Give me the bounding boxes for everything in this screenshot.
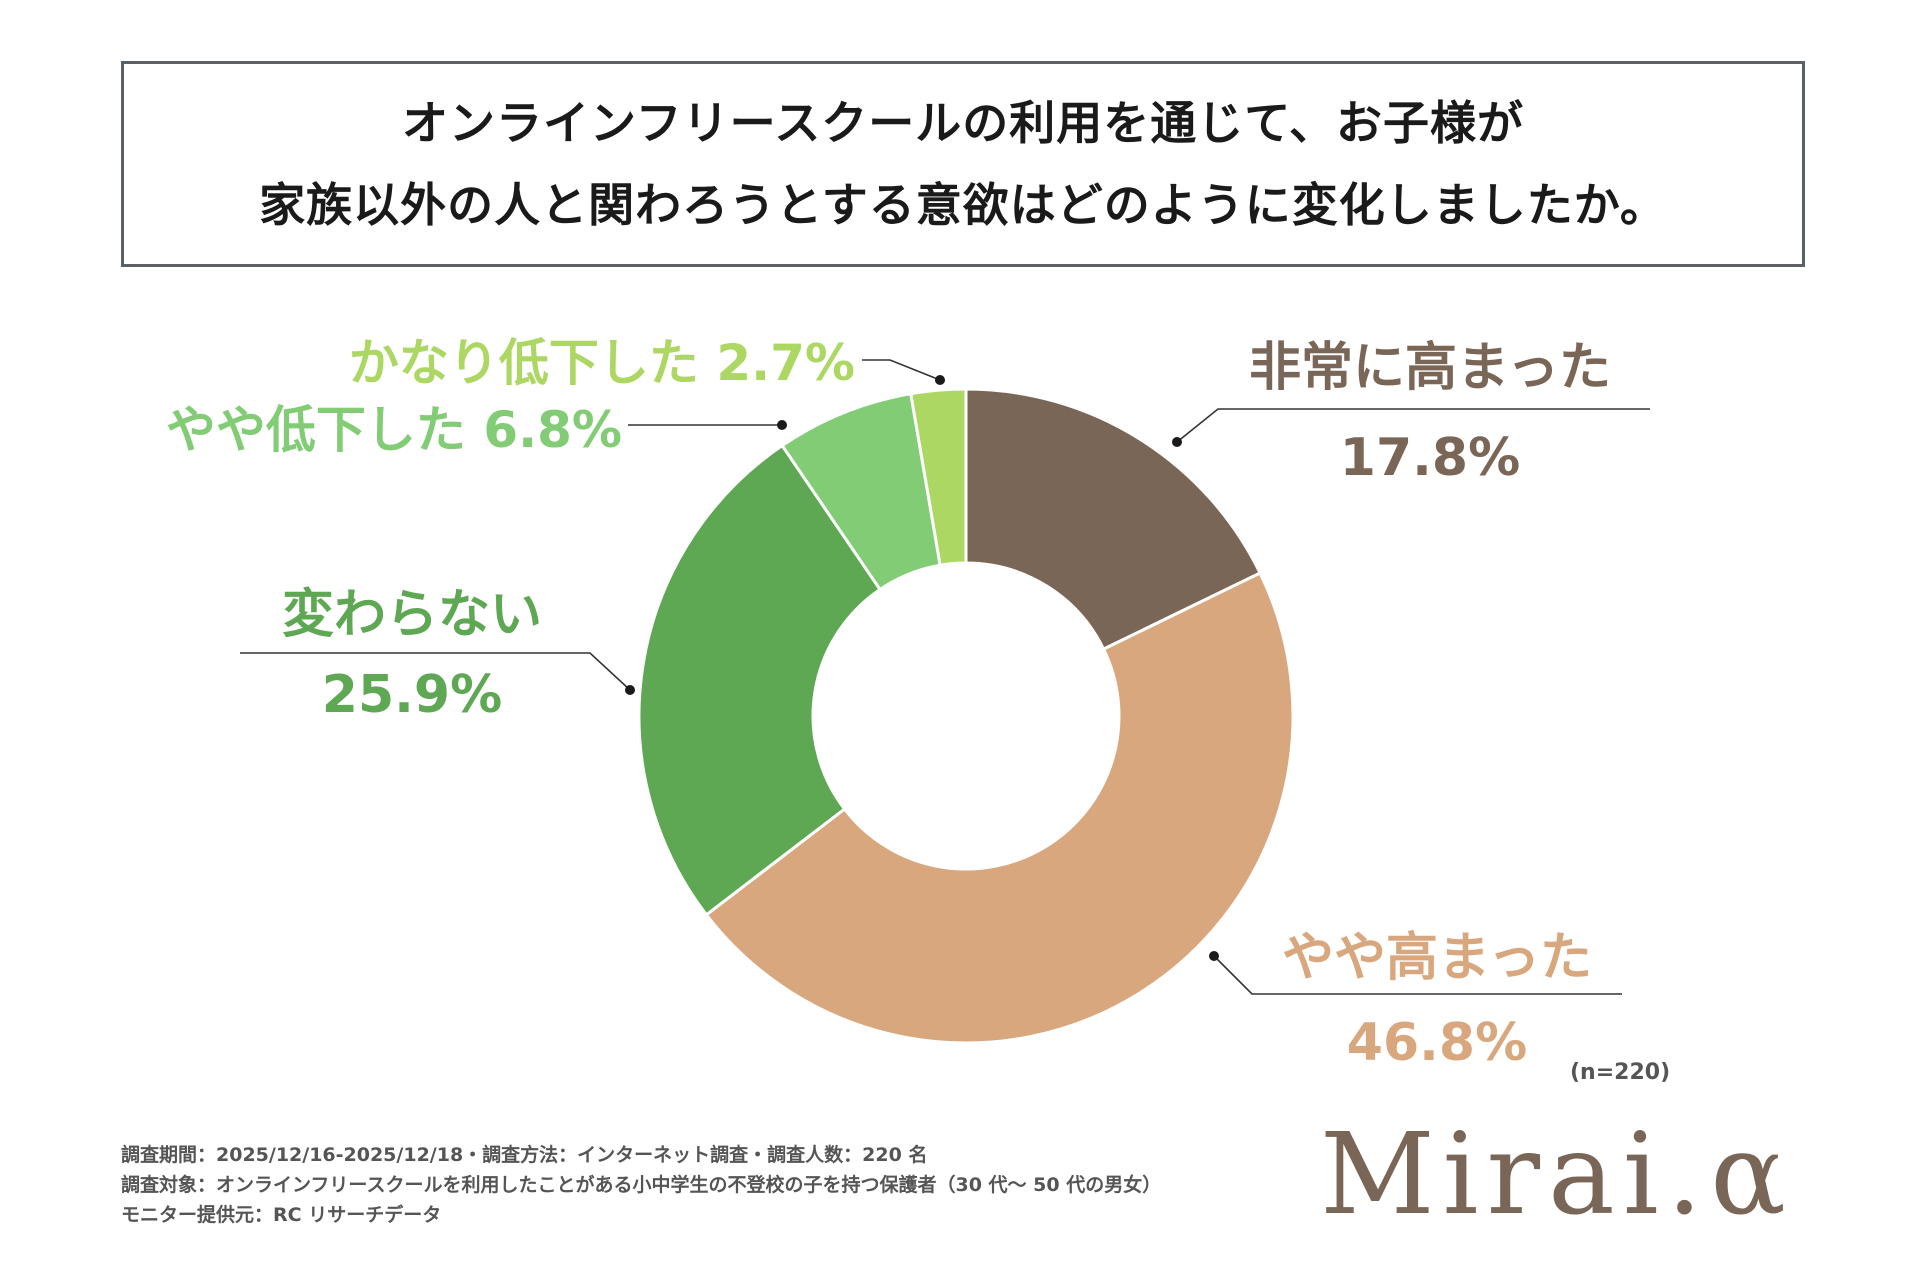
leader-dot-0 xyxy=(1172,437,1182,447)
chart-title-line-1: オンラインフリースクールの利用を通じて、お子様が xyxy=(401,96,1525,150)
leader-dot-1 xyxy=(1209,951,1219,961)
donut-slice-4 xyxy=(909,387,968,567)
slice-label-0: 非常に高まった xyxy=(1249,338,1611,398)
leader-line-2 xyxy=(240,652,631,691)
leader-line-4 xyxy=(862,359,941,381)
sample-size-note: (n=220) xyxy=(1570,1060,1671,1085)
brand-logo: Mirai.α xyxy=(1320,1110,1810,1240)
footer-line-target: 調査対象：オンラインフリースクールを利用したことがある小中学生の不登校の子を持つ… xyxy=(121,1174,1162,1196)
donut-slice-1 xyxy=(704,571,1295,1045)
slice-labels: 非常に高まった 17.8% やや高まった 46.8% 変わらない 25.9% やや低下した … xyxy=(166,334,1611,1073)
slice-value-1: 46.8% xyxy=(1347,1013,1527,1073)
slice-label-value-4: かなり低下した 2.7% xyxy=(349,334,855,392)
slice-value-0: 17.8% xyxy=(1340,428,1520,488)
footer-line-provider: モニター提供元：RC リサーチデータ xyxy=(121,1204,442,1226)
footer-line-period: 調査期間：2025/12/16-2025/12/18・調査方法：インターネット調… xyxy=(121,1144,928,1166)
donut-slices xyxy=(637,387,1295,1045)
donut-slice-2 xyxy=(637,443,883,917)
leader-dot-4 xyxy=(935,375,945,385)
slice-label-value-3: やや低下した 6.8% xyxy=(166,401,622,459)
leader-line-1 xyxy=(1213,955,1622,995)
leader-lines xyxy=(240,359,1650,995)
survey-footer: 調査期間：2025/12/16-2025/12/18・調査方法：インターネット調… xyxy=(121,1140,1161,1230)
brand-logo-text: Mirai.α xyxy=(1320,1110,1794,1240)
slice-value-2: 25.9% xyxy=(322,665,502,725)
chart-title-line-2: 家族以外の人と関わろうとする意欲はどのように変化しましたか。 xyxy=(259,178,1667,232)
slice-label-2: 変わらない xyxy=(282,585,542,645)
donut-slice-0 xyxy=(964,387,1263,652)
title-box: オンラインフリースクールの利用を通じて、お子様が 家族以外の人と関わろうとする意… xyxy=(121,61,1805,267)
leader-line-0 xyxy=(1176,408,1650,443)
slice-label-1: やや高まった xyxy=(1282,928,1592,988)
leader-dot-3 xyxy=(777,420,787,430)
leader-dot-2 xyxy=(625,685,635,695)
